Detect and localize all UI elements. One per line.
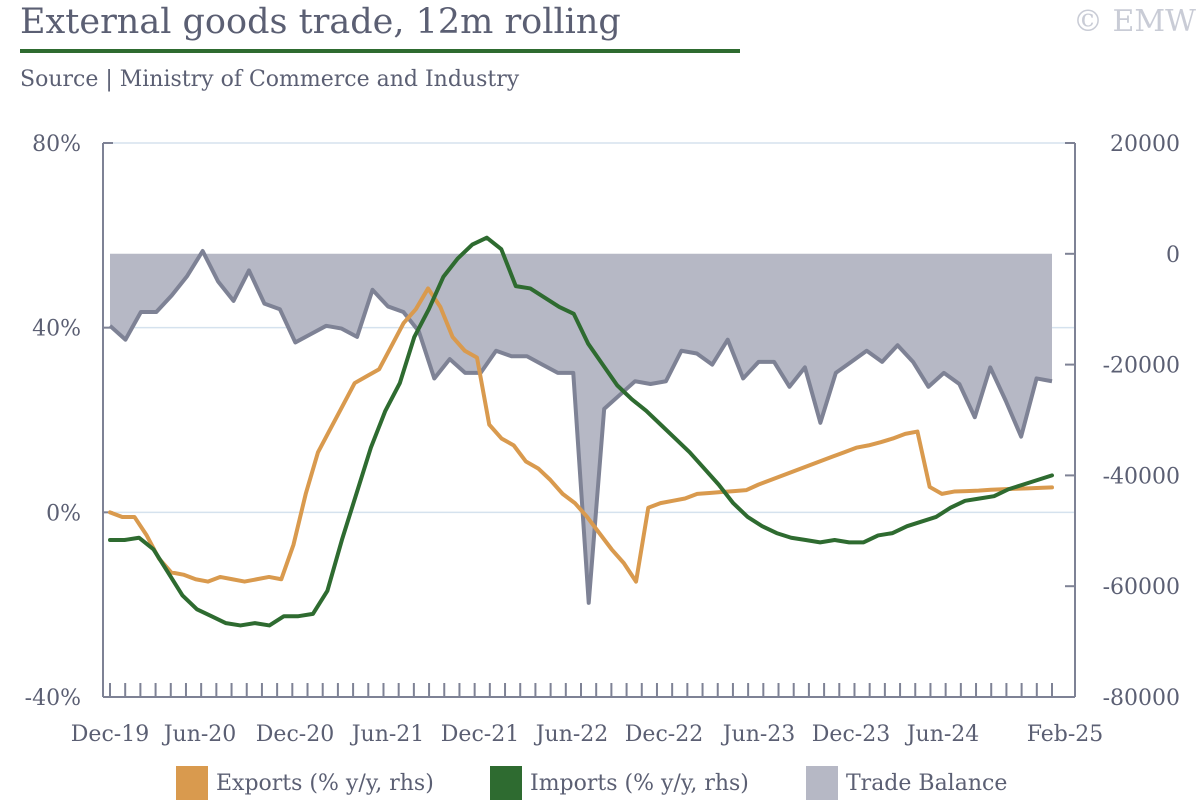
x-tick-label: Jun-20	[162, 722, 237, 747]
x-tick-label: Jun-24	[905, 722, 980, 747]
x-tick-label: Jun-21	[350, 722, 425, 747]
legend-swatch-exports	[176, 766, 208, 800]
right-tick-label: -80000	[1103, 686, 1180, 711]
trade-balance-area	[110, 251, 1052, 603]
x-tick-label: Dec-22	[625, 722, 703, 747]
trade-balance-line	[108, 249, 1053, 605]
right-tick-label: -60000	[1103, 575, 1180, 600]
line-series	[108, 235, 1054, 628]
left-tick-label: 0%	[46, 501, 81, 526]
legend-item-trade-balance: Trade Balance	[806, 766, 1007, 800]
right-tick-label: 20000	[1110, 132, 1180, 157]
left-tick-label: 80%	[32, 132, 81, 157]
left-tick-label: 40%	[32, 317, 81, 342]
tick-labels: 80% 40% 0% -40% 20000 0 -20000 -40000 -60000 -800…	[25, 132, 1180, 747]
legend: Exports (% y/y, rhs) Imports (% y/y, rhs…	[0, 762, 1200, 800]
right-tick-label: -20000	[1103, 354, 1180, 379]
title-underline	[20, 49, 740, 53]
right-tick-label: 0	[1166, 243, 1180, 268]
legend-item-exports: Exports (% y/y, rhs)	[176, 766, 434, 800]
legend-swatch-imports	[490, 766, 522, 800]
imports-line	[108, 235, 1054, 628]
legend-label-trade-balance: Trade Balance	[846, 770, 1008, 796]
legend-label-imports: Imports (% y/y, rhs)	[530, 770, 749, 796]
right-tick-label: -40000	[1103, 464, 1180, 489]
x-tick-label: Jun-22	[534, 722, 609, 747]
x-tick-label: Dec-20	[256, 722, 334, 747]
legend-label-exports: Exports (% y/y, rhs)	[216, 770, 434, 796]
chart-title: External goods trade, 12m rolling	[20, 2, 621, 42]
legend-swatch-trade-balance	[806, 766, 838, 800]
x-tick-label: Dec-21	[441, 722, 519, 747]
left-tick-label: -40%	[25, 686, 81, 711]
x-tick-label: Feb-25	[1027, 722, 1104, 747]
x-tick-label: Jun-23	[721, 722, 796, 747]
legend-item-imports: Imports (% y/y, rhs)	[490, 766, 749, 800]
exports-line	[108, 286, 1054, 584]
x-tick-label: Dec-19	[71, 722, 149, 747]
trade-balance-series	[108, 249, 1053, 605]
axes	[102, 142, 1076, 698]
source-line: Source | Ministry of Commerce and Indust…	[20, 67, 520, 92]
x-tick-label: Dec-23	[812, 722, 890, 747]
watermark: © EMW	[1073, 4, 1196, 39]
